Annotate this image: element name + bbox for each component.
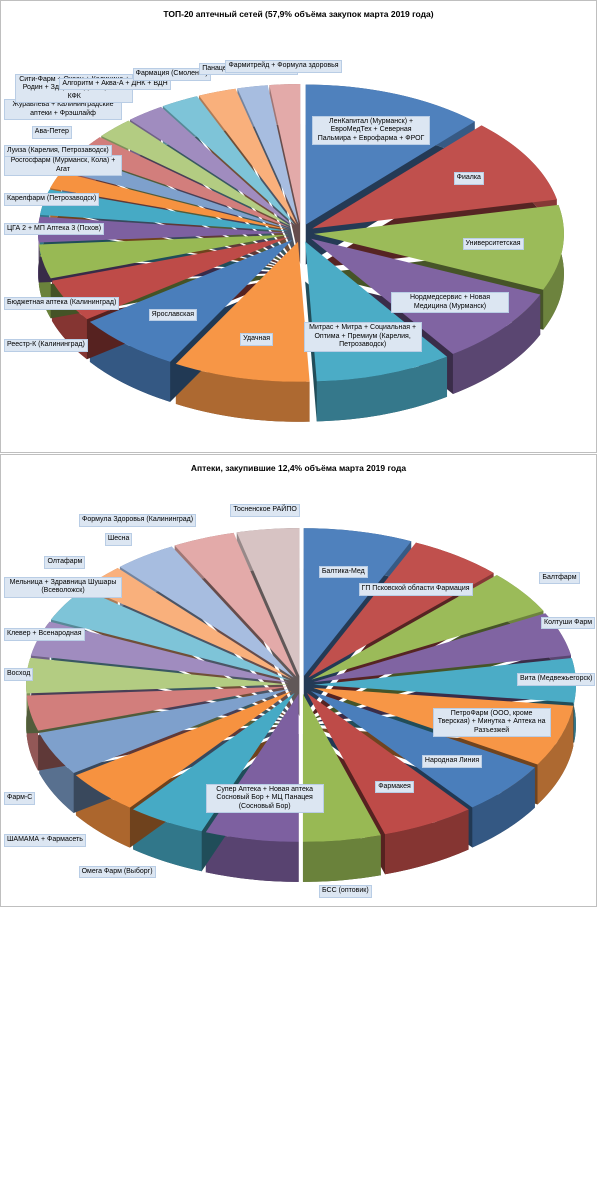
pie-slice [26,686,289,731]
data-label: Алгоритм + Аква-А + ДНК + ВДН [59,77,171,91]
data-label: Восход [4,668,34,681]
data-label: Балтфарм [539,571,580,585]
pie-slice [30,621,289,683]
pie-slice [85,568,292,679]
data-label: Фармация (Смоленск) [132,68,211,81]
data-label: БСС (оптовик) [319,885,372,898]
pie-slice [133,692,295,832]
data-label: Ярославская [148,308,198,321]
chart-title: Аптеки, закупившие 12,4% объёма марта 20… [190,463,407,473]
data-label: Роcгосфарм (Мурманск, Кола) + Агат [4,155,122,176]
pie-slice [312,125,557,229]
data-label: Шесна [104,533,133,546]
data-label: ПетроФарм (ООО, кроме Тверская) + Минутк… [432,707,551,738]
slice-bottom [198,128,297,265]
pie-slice [308,542,494,678]
chart-title: ТОП-20 аптечный сетей (57,9% объёма заку… [163,9,434,19]
slice-side [384,809,469,875]
pie-slice [26,657,289,694]
pie-slice [50,589,290,681]
data-label: ЛенКапитал (Мурманск) + ЕвроМедТех + Сев… [312,115,431,146]
slice-side [537,705,574,805]
pie-slice [75,691,292,808]
data-label: Клевер + Всенародная [4,628,85,641]
data-label: Вита (Медвежьегорск) [517,673,596,686]
pie-slice [129,106,294,226]
data-label: Реестр-К (Калининград) [4,339,88,352]
data-label: Митрас + Митра + Социальная + Оптима + П… [303,322,422,352]
pie-slice [89,239,293,362]
pie-slice [50,171,289,230]
slice-side [472,767,535,848]
pie-slice [269,84,301,225]
data-label: Бюджетная аптека (Калининград) [4,297,120,310]
data-label: Фиалка [453,172,484,185]
pie-slice [39,688,290,774]
data-label: Фармитрейд + Формула здоровья [225,60,342,73]
pie-slice [198,88,297,225]
data-label: Народная Линия [421,755,483,768]
pie-slice [39,189,289,232]
pie-slice [119,546,294,678]
data-label: ГП Псковской области Фармация [358,583,473,596]
data-label: ШАМАМА + Фармасеть [4,834,86,847]
pie-slice [303,528,412,677]
pie-slice [162,96,295,226]
slice-tops [26,528,576,842]
slice-side [452,294,541,394]
data-label: Тосненское РАЙПО [230,504,300,517]
data-label: Колтуши Фарм [541,616,596,630]
pie-slice [311,575,544,680]
pie-slice [310,690,535,808]
data-label: Удачная [240,333,274,346]
data-label: Олтафарм [44,556,86,569]
pie-slice [307,692,469,835]
pie-slice [175,241,310,382]
data-label: Фармакея [375,780,414,794]
slice-side [175,363,310,422]
data-label: Нордмедсервис + Новая Медицина (Мурманск… [391,292,509,314]
pie-slice [236,528,300,677]
data-label: Ава-Петер [31,126,72,139]
slice-side [316,356,448,422]
chart-frame: ТОП-20 аптечный сетей (57,9% объёма заку… [0,0,597,453]
pie-slice [101,120,292,227]
slice-side [205,832,299,882]
data-label: Омега Фарм (Выборг) [78,865,156,879]
pie-slice [313,658,576,703]
data-label: Университетская [462,237,524,251]
pie-slice [174,532,297,677]
data-label: Супер Аптека + Новая аптека Сосновый Бор… [205,783,324,814]
data-label: Формула Здоровья (Калининград) [79,514,197,527]
data-label: Карелфарм (Петрозаводск) [4,193,100,206]
data-label: Балтика-Мед [318,565,368,578]
chart-frame: Аптеки, закупившие 12,4% объёма марта 20… [0,454,597,907]
data-label: ЦГА 2 + МП Аптека 3 (Псков) [4,222,105,236]
pie-slice [313,204,564,290]
data-label: Фарм-С [4,792,36,805]
data-label: Мельница + Здравница Шушары (Всеволожск) [4,576,122,598]
slice-side [302,835,381,882]
data-label: Луиза (Карелия, Петрозаводск) [4,144,112,158]
chart [26,528,576,882]
slice-tops [38,84,564,382]
pie-slice [313,613,571,683]
pie-slice [38,234,289,279]
pie-slice [77,137,291,228]
pie-slice [237,85,299,225]
